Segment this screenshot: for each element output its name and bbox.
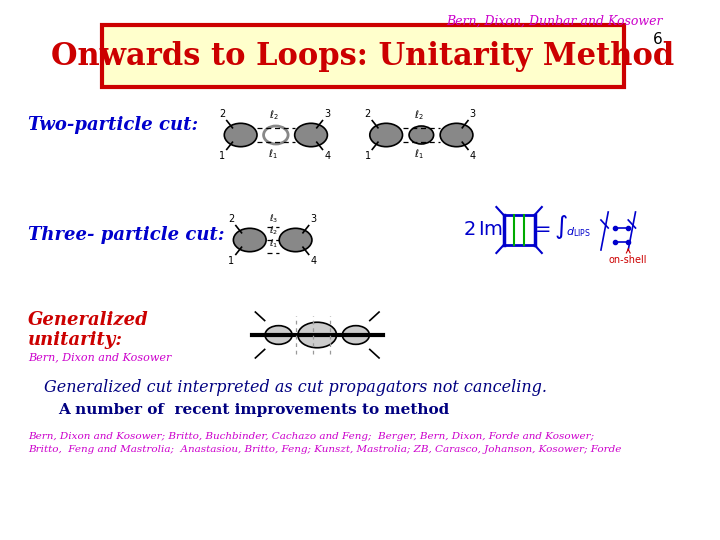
Text: $d_{\mathrm{LIPS}}$: $d_{\mathrm{LIPS}}$ xyxy=(567,225,591,239)
Text: 2: 2 xyxy=(219,109,225,119)
Ellipse shape xyxy=(294,123,328,147)
Text: 3: 3 xyxy=(324,109,330,119)
Ellipse shape xyxy=(409,126,433,144)
Text: Bern, Dixon, Dunbar and Kosower: Bern, Dixon, Dunbar and Kosower xyxy=(446,15,663,28)
Text: 1: 1 xyxy=(219,151,225,161)
Text: $\ell_1$: $\ell_1$ xyxy=(269,238,278,250)
Ellipse shape xyxy=(342,326,369,345)
Text: 1: 1 xyxy=(228,256,234,266)
Text: $\ell_1$: $\ell_1$ xyxy=(269,147,278,161)
Text: 4: 4 xyxy=(469,151,476,161)
Text: Two-particle cut:: Two-particle cut: xyxy=(28,116,198,134)
Text: 3: 3 xyxy=(310,214,316,224)
Bar xyxy=(504,215,534,245)
Text: $2\,\mathrm{Im}$: $2\,\mathrm{Im}$ xyxy=(463,221,503,239)
Text: Bern, Dixon and Kosower; Britto, Buchbinder, Cachazo and Feng;  Berger, Bern, Di: Bern, Dixon and Kosower; Britto, Buchbin… xyxy=(28,432,621,454)
Text: Generalized cut interpreted as cut propagators not canceling.: Generalized cut interpreted as cut propa… xyxy=(45,380,547,396)
Ellipse shape xyxy=(370,123,402,147)
Text: Onwards to Loops: Unitarity Method: Onwards to Loops: Unitarity Method xyxy=(51,40,675,71)
Text: $\ell_2$: $\ell_2$ xyxy=(269,225,278,237)
Text: 4: 4 xyxy=(324,151,330,161)
Ellipse shape xyxy=(233,228,266,252)
Text: on-shell: on-shell xyxy=(609,249,647,265)
Text: A number of  recent improvements to method: A number of recent improvements to metho… xyxy=(58,403,449,417)
Text: =: = xyxy=(534,220,551,240)
Text: $\int$: $\int$ xyxy=(554,213,567,241)
Text: Three- particle cut:: Three- particle cut: xyxy=(28,226,225,244)
Text: $\ell_1$: $\ell_1$ xyxy=(414,147,424,161)
Ellipse shape xyxy=(265,326,292,345)
Text: Generalized: Generalized xyxy=(28,311,149,329)
Ellipse shape xyxy=(225,123,257,147)
Text: $\ell_2$: $\ell_2$ xyxy=(414,109,424,123)
Ellipse shape xyxy=(279,228,312,252)
Ellipse shape xyxy=(264,126,288,144)
Text: 2: 2 xyxy=(228,214,234,224)
Text: 3: 3 xyxy=(469,109,476,119)
Text: 4: 4 xyxy=(310,256,316,266)
Text: Bern, Dixon and Kosower: Bern, Dixon and Kosower xyxy=(28,352,171,362)
FancyBboxPatch shape xyxy=(102,25,624,87)
Text: $\ell_2$: $\ell_2$ xyxy=(269,109,278,123)
Text: $\ell_3$: $\ell_3$ xyxy=(269,212,278,225)
Text: 2: 2 xyxy=(364,109,371,119)
Text: 6: 6 xyxy=(653,32,663,48)
Ellipse shape xyxy=(440,123,473,147)
Ellipse shape xyxy=(298,322,336,348)
Text: unitarity:: unitarity: xyxy=(28,331,123,349)
Text: 1: 1 xyxy=(364,151,371,161)
